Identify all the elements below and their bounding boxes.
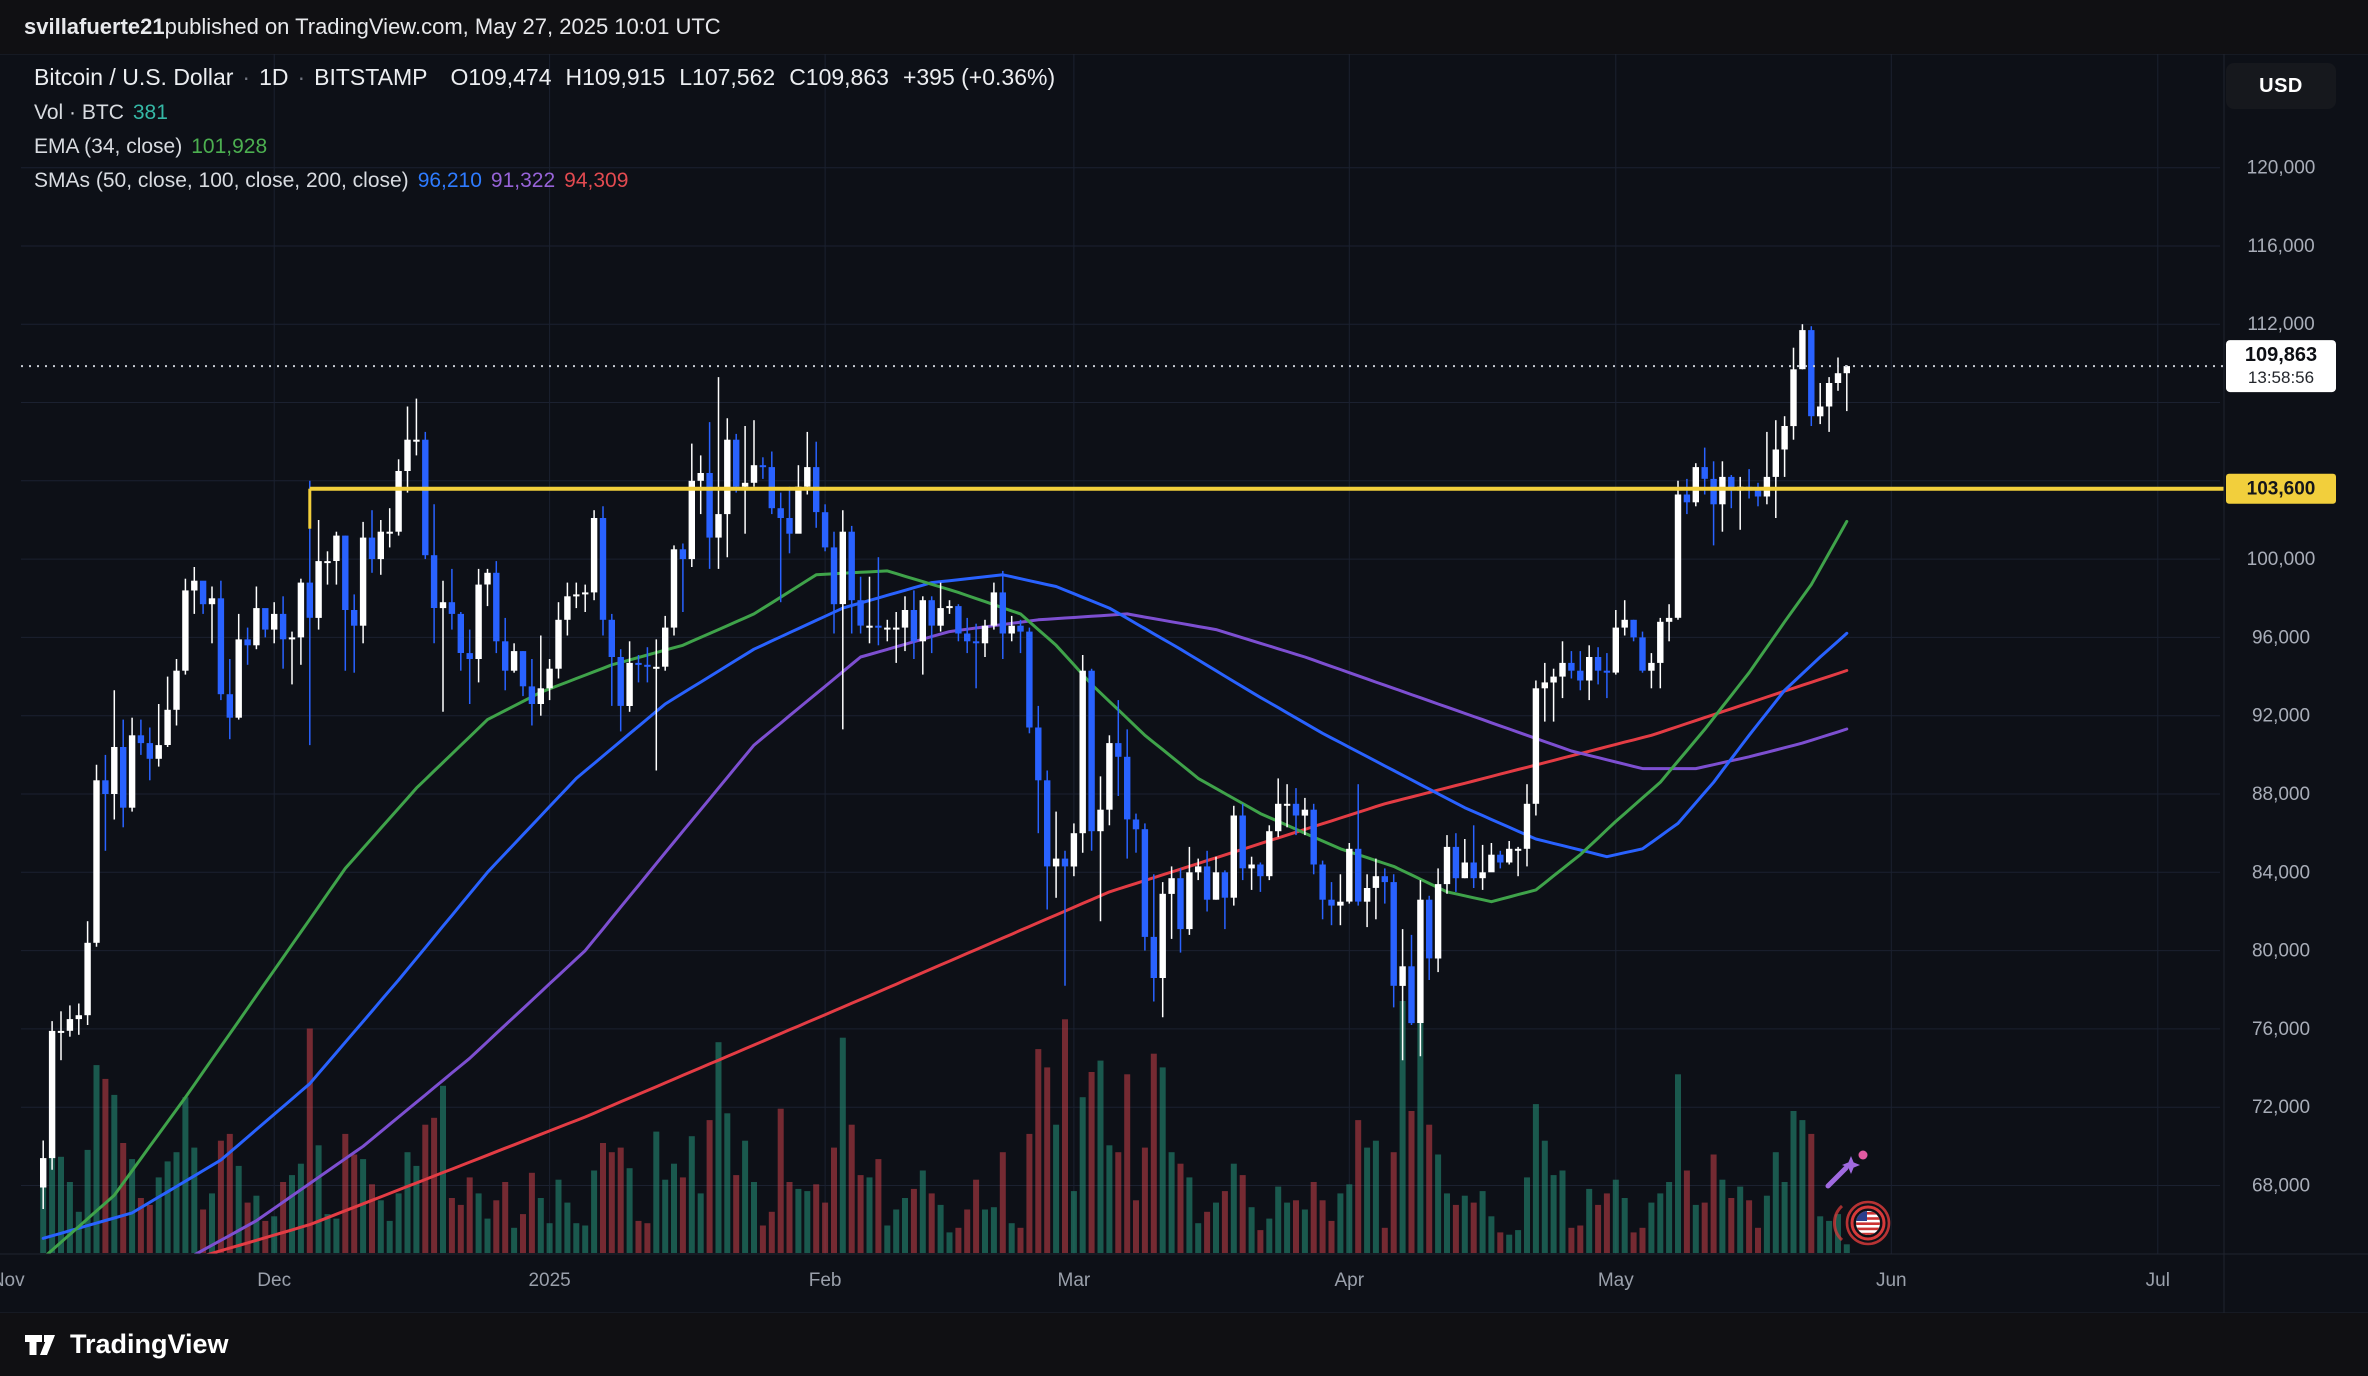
- brand-label: TradingView: [70, 1329, 229, 1359]
- svg-text:Nov: Nov: [0, 1270, 25, 1291]
- svg-text:Jul: Jul: [2146, 1270, 2170, 1291]
- grid-layer: [21, 54, 2220, 1254]
- svg-text:Apr: Apr: [1335, 1270, 1365, 1291]
- tradingview-logo-icon: [25, 1334, 55, 1355]
- svg-text:120,000: 120,000: [2247, 158, 2316, 179]
- us-economic-event-icon[interactable]: [1826, 1198, 1892, 1253]
- interval-label: 1D: [259, 64, 289, 90]
- svg-text:112,000: 112,000: [2247, 314, 2314, 335]
- ema34-line: [45, 519, 1849, 1254]
- sma100-line: [193, 612, 1849, 1254]
- svg-text:84,000: 84,000: [2252, 862, 2310, 883]
- chart-background: [0, 54, 2368, 1313]
- svg-text:88,000: 88,000: [2252, 784, 2310, 805]
- currency-usd-button[interactable]: USD: [2226, 63, 2336, 109]
- sma200-line: [204, 669, 1849, 1254]
- sma100-value: 91,322: [490, 169, 556, 192]
- low-value: L107,562: [679, 64, 776, 90]
- ema-value: 101,928: [191, 135, 268, 158]
- volume-legend-row[interactable]: Vol · BTC 381: [34, 101, 1055, 125]
- svg-text:72,000: 72,000: [2252, 1097, 2310, 1118]
- sma50-value: 96,210: [417, 169, 482, 192]
- publisher-username: svillafuerte21: [24, 14, 165, 39]
- svg-text:Feb: Feb: [809, 1270, 842, 1291]
- svg-text:Dec: Dec: [257, 1270, 291, 1291]
- high-value: H109,915: [565, 64, 666, 90]
- smas-label: SMAs (50, close, 100, close, 200, close): [34, 169, 409, 192]
- svg-text:109,863: 109,863: [2245, 344, 2317, 366]
- tradingview-logo[interactable]: TradingView: [22, 1327, 229, 1363]
- symbol-name: Bitcoin / U.S. Dollar: [34, 64, 234, 90]
- open-value: O109,474: [450, 64, 552, 90]
- publish-bar: svillafuerte21 published on TradingView.…: [0, 0, 2368, 54]
- svg-text:103,600: 103,600: [2247, 479, 2316, 500]
- smas-legend-row[interactable]: SMAs (50, close, 100, close, 200, close)…: [34, 169, 1055, 193]
- volume-label: Vol · BTC: [34, 101, 124, 124]
- ema-label: EMA (34, close): [34, 135, 183, 158]
- svg-text:Mar: Mar: [1058, 1270, 1091, 1291]
- price-axis[interactable]: 120,000 116,000 112,000 100,000 96,000 92,000…: [2247, 158, 2316, 1197]
- volume-layer: [40, 1001, 1850, 1253]
- svg-text:Jun: Jun: [1876, 1270, 1907, 1291]
- svg-text:100,000: 100,000: [2247, 549, 2316, 570]
- svg-text:2025: 2025: [528, 1270, 570, 1291]
- svg-text:92,000: 92,000: [2252, 706, 2310, 727]
- svg-text:68,000: 68,000: [2252, 1176, 2310, 1197]
- ema-legend-row[interactable]: EMA (34, close) 101,928: [34, 135, 1055, 159]
- sma50-line: [41, 573, 1849, 1240]
- svg-text:76,000: 76,000: [2252, 1019, 2310, 1040]
- magic-wand-icon[interactable]: [1820, 1148, 1868, 1199]
- volume-value: 381: [132, 101, 168, 124]
- exchange-label: BITSTAMP: [314, 64, 428, 90]
- svg-text:13:58:56: 13:58:56: [2248, 368, 2314, 387]
- time-axis[interactable]: Nov Dec 2025 Feb Mar Apr May Jun Jul: [0, 1270, 2170, 1291]
- svg-text:116,000: 116,000: [2247, 236, 2314, 257]
- svg-text:96,000: 96,000: [2252, 627, 2310, 648]
- ma-lines-layer: [41, 519, 1849, 1254]
- chart-legend: Bitcoin / U.S. Dollar · 1D · BITSTAMP O1…: [34, 64, 1055, 203]
- svg-text:80,000: 80,000: [2252, 941, 2310, 962]
- svg-text:May: May: [1598, 1270, 1634, 1291]
- current-price-badge: 109,863 13:58:56: [2226, 340, 2336, 393]
- candles-layer: [40, 324, 1850, 1209]
- footer-bar: TradingView: [0, 1313, 2368, 1376]
- horizontal-ray-level[interactable]: [308, 486, 2224, 529]
- level-price-badge: 103,600: [2226, 473, 2336, 504]
- publish-text: published on TradingView.com, May 27, 20…: [164, 14, 721, 39]
- sma200-value: 94,309: [564, 169, 629, 192]
- close-value: C109,863: [789, 64, 889, 90]
- separator-dot: ·: [297, 64, 306, 90]
- symbol-legend-row[interactable]: Bitcoin / U.S. Dollar · 1D · BITSTAMP O1…: [34, 64, 1055, 91]
- separator-dot: ·: [242, 64, 251, 90]
- change-value: +395 (+0.36%): [902, 64, 1056, 90]
